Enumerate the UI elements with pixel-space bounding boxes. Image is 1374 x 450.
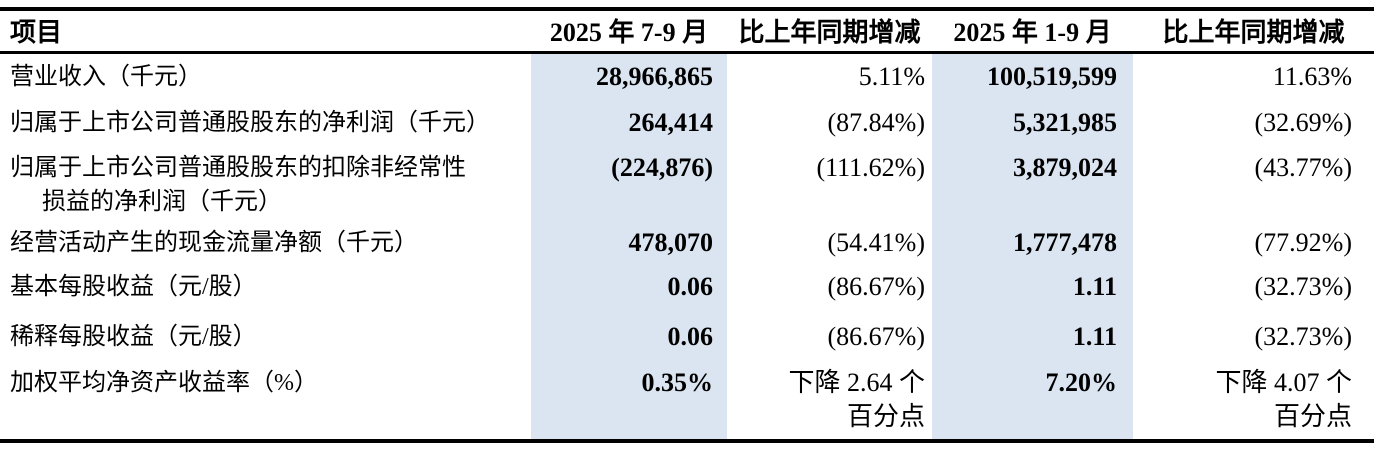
- item-label: 归属于上市公司普通股股东的扣除非经常性 损益的净利润（千元）: [0, 145, 531, 220]
- q3-change-value: 5.11%: [858, 61, 925, 91]
- column-header-ytd-2025: 2025 年 1-9 月: [953, 18, 1112, 48]
- ytd-value: 5,321,985: [932, 100, 1133, 145]
- ytd-change-value: 下降 4.07 个 百分点: [1133, 360, 1374, 439]
- item-label: 基本每股收益（元/股）: [10, 274, 257, 300]
- q3-value: 478,070: [531, 220, 727, 264]
- q3-change-value: (54.41%): [827, 228, 925, 257]
- q3-change-value: (87.84%): [827, 108, 925, 137]
- q3-value: 0.06: [531, 314, 727, 360]
- item-label: 归属于上市公司普通股股东的净利润（千元）: [10, 110, 490, 136]
- quarterly-results-table: 项目 2025 年 7-9 月 比上年同期增减 2025 年 1-9 月 比上年…: [0, 11, 1374, 439]
- q3-value: (224,876): [531, 145, 727, 220]
- ytd-change-value: (32.73%): [1254, 322, 1352, 351]
- q3-value: 0.35%: [531, 360, 727, 439]
- q3-change-value: (86.67%): [827, 272, 925, 301]
- ytd-value: 7.20%: [932, 360, 1133, 439]
- q3-value: 28,966,865: [531, 52, 727, 100]
- q3-change-line1: 下降 2.64 个: [788, 368, 925, 397]
- ytd-value: 1.11: [932, 264, 1133, 314]
- column-header-q3-yoy-change: 比上年同期增减: [738, 18, 921, 48]
- ytd-change-line2: 百分点: [1273, 402, 1352, 431]
- table-row-operating-cash-flow: 经营活动产生的现金流量净额（千元） 478,070 (54.41%) 1,777…: [0, 220, 1374, 264]
- ytd-value: 1.11: [932, 314, 1133, 360]
- table-row-net-profit-excl-nonrecurring: 归属于上市公司普通股股东的扣除非经常性 损益的净利润（千元） (224,876)…: [0, 145, 1374, 220]
- table-row-basic-eps: 基本每股收益（元/股） 0.06 (86.67%) 1.11 (32.73%): [0, 264, 1374, 314]
- table-row-revenue: 营业收入（千元） 28,966,865 5.11% 100,519,599 11…: [0, 52, 1374, 100]
- table-header-row: 项目 2025 年 7-9 月 比上年同期增减 2025 年 1-9 月 比上年…: [0, 11, 1374, 52]
- ytd-change-line1: 下降 4.07 个: [1215, 368, 1352, 397]
- item-label-line1: 归属于上市公司普通股股东的扣除非经常性: [10, 155, 466, 181]
- q3-change-line2: 百分点: [846, 402, 925, 431]
- table-row-weighted-avg-roe: 加权平均净资产收益率（%） 0.35% 下降 2.64 个 百分点 7.20% …: [0, 360, 1374, 439]
- column-header-item: 项目: [10, 18, 63, 48]
- table-row-net-profit: 归属于上市公司普通股股东的净利润（千元） 264,414 (87.84%) 5,…: [0, 100, 1374, 145]
- q3-change-value: 下降 2.64 个 百分点: [727, 360, 932, 439]
- q3-value: 0.06: [531, 264, 727, 314]
- item-label: 营业收入（千元）: [10, 63, 202, 90]
- q3-change-value: (86.67%): [827, 322, 925, 351]
- item-label: 加权平均净资产收益率（%）: [10, 370, 318, 396]
- ytd-change-value: (43.77%): [1254, 153, 1352, 182]
- q3-change-value: (111.62%): [816, 153, 925, 182]
- ytd-change-value: (32.69%): [1254, 108, 1352, 137]
- ytd-change-value: (77.92%): [1254, 228, 1352, 257]
- ytd-value: 1,777,478: [932, 220, 1133, 264]
- column-header-ytd-yoy-change: 比上年同期增减: [1162, 18, 1345, 48]
- financial-summary-table: 项目 2025 年 7-9 月 比上年同期增减 2025 年 1-9 月 比上年…: [0, 7, 1374, 443]
- column-header-q3-2025: 2025 年 7-9 月: [549, 18, 709, 48]
- item-label: 稀释每股收益（元/股）: [10, 324, 257, 350]
- ytd-change-value: 11.63%: [1272, 61, 1352, 91]
- item-label-line2: 损益的净利润（千元）: [42, 189, 282, 215]
- ytd-value: 100,519,599: [932, 52, 1133, 100]
- ytd-value: 3,879,024: [932, 145, 1133, 220]
- ytd-change-value: (32.73%): [1254, 272, 1352, 301]
- table-row-diluted-eps: 稀释每股收益（元/股） 0.06 (86.67%) 1.11 (32.73%): [0, 314, 1374, 360]
- q3-value: 264,414: [531, 100, 727, 145]
- item-label: 经营活动产生的现金流量净额（千元）: [10, 230, 418, 256]
